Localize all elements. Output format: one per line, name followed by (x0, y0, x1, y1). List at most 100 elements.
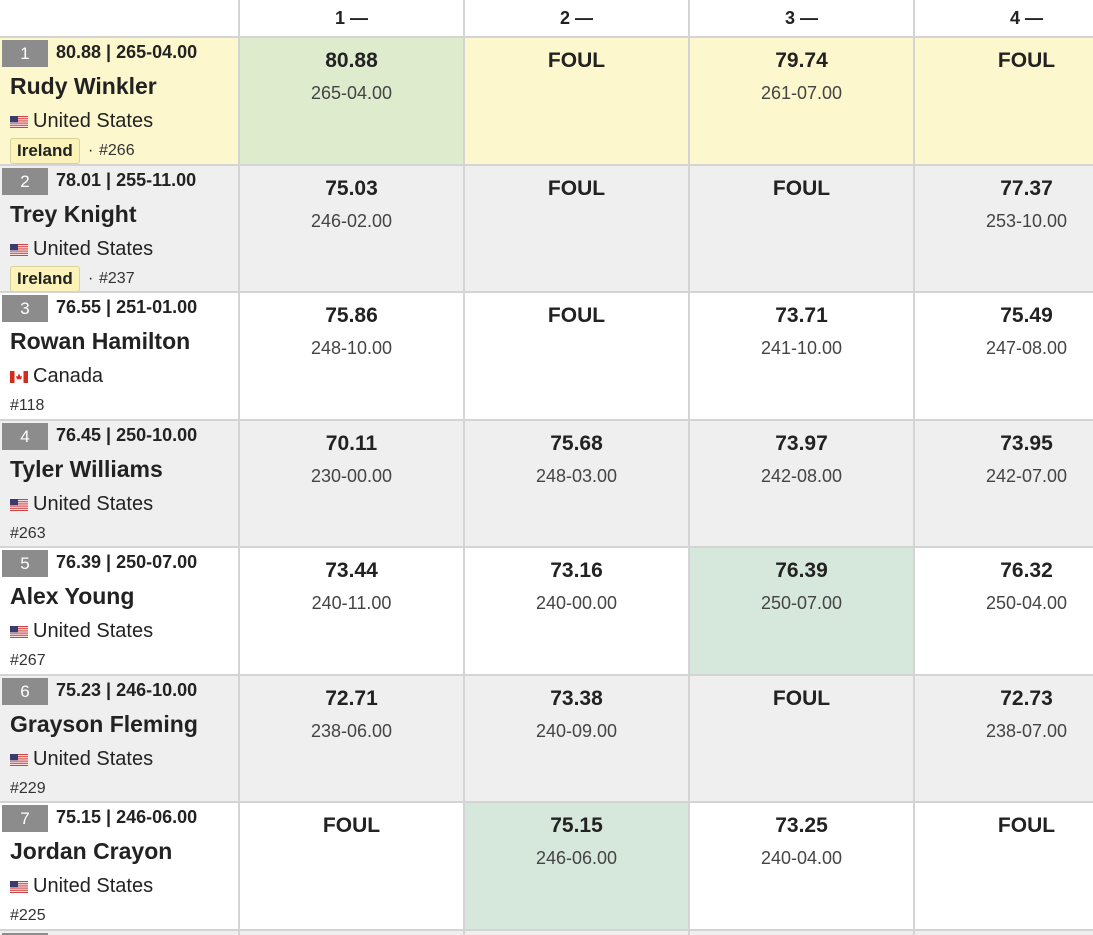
column-header: 4 — (915, 0, 1093, 36)
rank-badge: 6 (2, 677, 48, 705)
rank-badge: 7 (2, 805, 48, 832)
athlete-cell: 2 78.01 | 255-11.00 Trey Knight United Stat… (0, 165, 238, 291)
flag-icon (10, 881, 28, 893)
attempt-mark: 76.32 (1000, 559, 1053, 582)
attempt-mark: 73.97 (775, 431, 828, 455)
athlete-name: Grayson Fleming (10, 710, 198, 737)
next-row (240, 930, 463, 935)
attempt-mark: 77.37 (1000, 176, 1053, 200)
attempt-imperial: 240-04.00 (760, 848, 843, 868)
attempt-imperial: 238-06.00 (310, 720, 393, 741)
attempt-mark: FOUL (547, 49, 606, 72)
attempt-cell: 75.15 246-06.00 (465, 803, 688, 929)
attempt-imperial: 250-07.00 (760, 593, 843, 613)
country: United States (33, 492, 154, 515)
attempt-mark: 72.71 (325, 686, 378, 710)
attempt-imperial: 240-00.00 (535, 593, 618, 613)
attempt-mark: FOUL (997, 814, 1056, 837)
flag-icon (10, 498, 28, 511)
rank-badge: 1 (2, 40, 48, 67)
best-mark: 75.15 | 246-06.00 (56, 807, 198, 827)
rank-badge: 3 (2, 295, 48, 322)
attempt-cell: FOUL (465, 38, 688, 164)
flag-icon (10, 753, 28, 766)
best-mark: 78.01 | 255-11.00 (56, 169, 197, 190)
attempt-cell: FOUL (240, 803, 463, 929)
column-header: 3 — (690, 0, 913, 36)
flag-icon (10, 116, 28, 128)
attempt-imperial: 265-04.00 (310, 83, 393, 103)
athlete-cell: 1 80.88 | 265-04.00 Rudy Winkler United Sta… (0, 38, 238, 164)
team-badge: Ireland (10, 138, 80, 164)
attempt-mark: 70.11 (325, 431, 378, 455)
attempt-mark: FOUL (322, 814, 381, 837)
athlete-name: Alex Young (10, 583, 135, 609)
country: United States (33, 620, 154, 642)
attempt-mark: 75.03 (325, 176, 378, 200)
next-row (465, 930, 688, 935)
attempt-imperial: 261-07.00 (760, 83, 843, 103)
attempt-cell: 70.11 230-00.00 (240, 420, 463, 546)
athlete-cell: 7 75.15 | 246-06.00 Jordan Crayon United St… (0, 803, 238, 929)
athlete-name: Rudy Winkler (10, 73, 157, 99)
attempt-mark: 75.86 (325, 304, 378, 327)
attempt-cell: 73.25 240-04.00 (690, 803, 913, 929)
bib-number: #237 (99, 269, 135, 287)
athlete-name: Rowan Hamilton (10, 328, 191, 354)
attempt-mark: 73.44 (325, 559, 378, 582)
attempt-cell: FOUL (465, 293, 688, 419)
attempt-mark: FOUL (997, 49, 1056, 72)
attempt-cell: 73.95 242-07.00 (915, 420, 1093, 546)
attempt-imperial: 238-07.00 (985, 720, 1068, 741)
attempt-cell: 72.71 238-06.00 (240, 675, 463, 801)
attempt-mark: 76.39 (775, 559, 828, 582)
best-mark: 75.23 | 246-10.00 (56, 679, 198, 700)
attempt-mark: FOUL (772, 176, 831, 200)
attempt-imperial: 242-08.00 (760, 465, 843, 486)
flag-icon (10, 371, 28, 383)
rank-badge: 4 (2, 422, 48, 450)
column-header: 2 — (465, 0, 688, 36)
attempt-imperial: 241-10.00 (760, 338, 843, 358)
rank-badge-partial (2, 932, 48, 935)
bib-number: #267 (10, 652, 46, 669)
athlete-cell: 6 75.23 | 246-10.00 Grayson Fleming United … (0, 675, 238, 801)
athlete-cell: 3 76.55 | 251-01.00 Rowan Hamilton Canada #1… (0, 293, 238, 419)
attempt-imperial: 253-10.00 (985, 210, 1068, 231)
best-mark: 76.45 | 250-10.00 (56, 424, 198, 445)
attempt-mark: 75.15 (550, 814, 603, 837)
next-row (915, 930, 1093, 935)
attempt-imperial: 248-03.00 (535, 465, 618, 486)
attempt-cell: 73.97 242-08.00 (690, 420, 913, 546)
attempt-imperial: 246-06.00 (535, 848, 618, 868)
best-mark: 80.88 | 265-04.00 (56, 42, 198, 62)
bib-number: #225 (10, 907, 46, 924)
country: United States (33, 747, 154, 770)
attempt-cell: 76.39 250-07.00 (690, 548, 913, 674)
attempt-cell: 80.88 265-04.00 (240, 38, 463, 164)
attempt-cell: 73.44 240-11.00 (240, 548, 463, 674)
attempt-mark: 75.49 (1000, 304, 1053, 327)
attempt-cell: 75.68 248-03.00 (465, 420, 688, 546)
team-badge: Ireland (10, 265, 80, 291)
attempt-mark: 80.88 (325, 49, 378, 72)
attempt-mark: 73.71 (775, 304, 828, 327)
attempt-imperial: 240-09.00 (535, 720, 618, 741)
attempt-mark: 72.73 (1000, 686, 1053, 710)
attempt-cell: 77.37 253-10.00 (915, 165, 1093, 291)
country: United States (33, 110, 154, 132)
attempt-mark: 79.74 (775, 49, 828, 72)
attempt-imperial: 247-08.00 (985, 338, 1068, 358)
attempt-cell: 76.32 250-04.00 (915, 548, 1093, 674)
athlete-name: Trey Knight (10, 200, 137, 227)
best-mark: 76.39 | 250-07.00 (56, 552, 198, 572)
separator: · (88, 269, 94, 287)
next-row (0, 930, 238, 935)
attempt-mark: FOUL (547, 304, 606, 327)
attempt-cell: 73.38 240-09.00 (465, 675, 688, 801)
attempt-imperial: 230-00.00 (310, 465, 393, 486)
attempt-imperial: 240-11.00 (311, 593, 392, 613)
attempt-cell: FOUL (915, 38, 1093, 164)
attempt-mark: 73.16 (550, 559, 603, 582)
attempt-mark: 73.38 (550, 686, 603, 710)
